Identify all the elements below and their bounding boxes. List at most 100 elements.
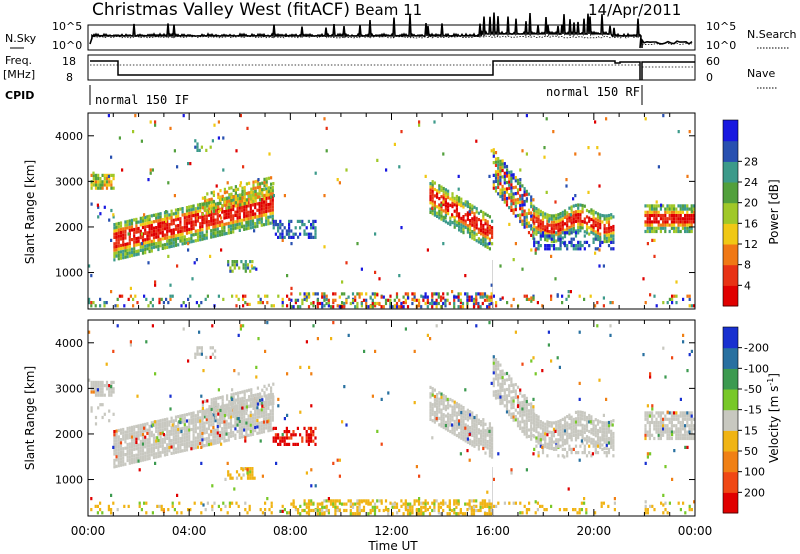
data-cell xyxy=(464,432,467,437)
data-cell xyxy=(603,446,606,451)
data-cell xyxy=(512,399,515,403)
data-cell xyxy=(94,390,98,394)
data-cell xyxy=(122,437,125,441)
data-cell xyxy=(437,292,440,296)
data-cell xyxy=(358,512,361,516)
data-cell xyxy=(144,458,147,462)
data-cell xyxy=(594,434,597,438)
data-cell xyxy=(475,420,478,424)
data-cell xyxy=(451,408,454,412)
data-cell xyxy=(444,298,447,302)
data-cell xyxy=(152,446,156,450)
data-cell xyxy=(349,512,352,516)
data-cell xyxy=(146,237,149,241)
data-cell xyxy=(492,148,495,152)
data-cell xyxy=(128,461,131,465)
data-cell xyxy=(305,295,308,299)
data-cell xyxy=(516,385,520,389)
data-cell xyxy=(347,499,350,503)
data-cell xyxy=(250,190,253,194)
data-cell xyxy=(488,174,491,178)
data-cell xyxy=(230,393,233,397)
data-cell xyxy=(243,418,246,422)
data-cell xyxy=(99,380,102,384)
data-cell xyxy=(239,400,242,404)
data-cell xyxy=(471,233,474,237)
data-cell xyxy=(491,429,494,434)
data-cell xyxy=(559,444,562,448)
data-cell xyxy=(171,504,174,508)
data-cell xyxy=(192,239,195,243)
data-cell xyxy=(519,414,522,418)
data-cell xyxy=(239,196,242,200)
data-cell xyxy=(221,436,224,440)
data-cell xyxy=(201,403,204,407)
data-cell xyxy=(316,301,319,306)
data-cell xyxy=(599,420,602,424)
data-cell xyxy=(590,437,593,441)
data-cell xyxy=(115,254,118,258)
data-cell xyxy=(537,230,540,234)
data-cell xyxy=(572,247,575,251)
data-cell xyxy=(110,390,113,394)
data-cell xyxy=(190,240,193,244)
data-cell xyxy=(185,228,189,232)
data-cell xyxy=(605,427,608,431)
data-cell xyxy=(101,387,104,391)
data-cell xyxy=(149,168,152,172)
data-cell xyxy=(299,305,302,309)
data-cell xyxy=(610,225,613,230)
data-cell xyxy=(673,223,676,227)
data-cell xyxy=(269,428,272,432)
data-cell xyxy=(508,387,511,391)
data-cell xyxy=(230,399,233,403)
data-cell xyxy=(238,209,241,213)
data-cell xyxy=(231,476,234,480)
data-cell xyxy=(567,294,570,298)
data-cell xyxy=(570,438,573,442)
data-cell xyxy=(494,179,498,183)
data-cell xyxy=(579,432,582,437)
data-cell xyxy=(516,424,520,428)
data-cell xyxy=(127,297,130,301)
data-cell xyxy=(458,409,461,413)
data-cell xyxy=(294,232,297,236)
data-cell xyxy=(612,447,615,451)
data-cell xyxy=(550,223,553,228)
data-cell xyxy=(246,266,250,270)
data-cell xyxy=(225,426,228,430)
data-cell xyxy=(248,191,251,195)
data-cell xyxy=(133,460,136,464)
data-cell xyxy=(161,431,164,435)
data-cell xyxy=(229,218,233,222)
data-cell xyxy=(646,220,649,224)
data-cell xyxy=(170,235,173,239)
data-cell xyxy=(466,227,469,231)
data-cell xyxy=(229,412,233,416)
data-cell xyxy=(115,225,118,229)
data-cell xyxy=(152,433,156,437)
data-cell xyxy=(659,427,662,431)
data-cell xyxy=(141,235,145,239)
data-cell xyxy=(577,244,580,248)
data-cell xyxy=(216,221,219,225)
data-cell xyxy=(267,202,270,207)
data-cell xyxy=(505,403,509,408)
data-cell xyxy=(572,508,575,512)
data-cell xyxy=(666,207,669,211)
data-cell xyxy=(458,212,461,216)
data-cell xyxy=(259,508,262,512)
data-cell xyxy=(501,159,504,163)
data-cell xyxy=(119,253,123,257)
data-cell xyxy=(150,424,153,428)
data-cell xyxy=(464,423,467,427)
data-cell xyxy=(201,231,204,235)
data-cell xyxy=(447,212,450,216)
data-cell xyxy=(475,504,478,508)
data-cell xyxy=(323,295,326,299)
data-cell xyxy=(557,442,560,446)
data-cell xyxy=(200,501,203,505)
data-cell xyxy=(155,213,158,217)
data-cell xyxy=(135,434,138,438)
data-cell xyxy=(512,402,515,406)
